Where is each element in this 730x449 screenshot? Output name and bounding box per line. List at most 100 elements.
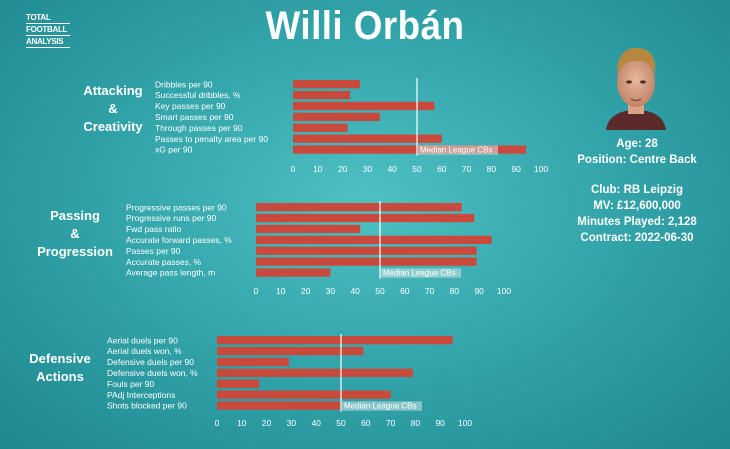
x-tick-label: 30 xyxy=(287,418,297,428)
x-tick-label: 90 xyxy=(511,164,521,174)
x-tick-label: 20 xyxy=(262,418,272,428)
metric-label: Defensive duels per 90 xyxy=(107,357,194,367)
bar xyxy=(217,357,289,367)
chart-3: Defensive Actions Aerial duels per 90Aeria… xyxy=(29,334,472,428)
metric-label: xG per 90 xyxy=(155,145,193,155)
bar xyxy=(256,246,477,255)
player-club: Club: RB Leipzig xyxy=(591,184,683,196)
metric-label: Progressive runs per 90 xyxy=(126,213,217,223)
metric-label: Passes per 90 xyxy=(126,246,181,256)
x-tick-label: 100 xyxy=(534,164,548,174)
player-club-info: Club: RB Leipzig MV: £12,600,000 Minutes… xyxy=(572,182,702,246)
median-label: Median League CBs xyxy=(383,269,456,278)
x-tick-label: 10 xyxy=(313,164,323,174)
x-tick-label: 60 xyxy=(361,418,371,428)
bar xyxy=(217,368,413,377)
bar xyxy=(256,224,361,234)
x-tick-label: 70 xyxy=(386,418,396,428)
player-position: Position: Centre Back xyxy=(577,154,697,166)
x-tick-label: 10 xyxy=(237,418,247,428)
bar xyxy=(256,203,462,212)
section-label: Actions xyxy=(36,369,84,384)
x-tick-label: 20 xyxy=(338,164,348,174)
x-tick-label: 30 xyxy=(326,286,336,296)
section-label: Attacking xyxy=(83,83,142,98)
bar xyxy=(217,346,364,356)
metric-label: Smart passes per 90 xyxy=(155,112,234,122)
x-tick-label: 40 xyxy=(311,418,321,428)
x-tick-label: 70 xyxy=(462,164,472,174)
x-tick-label: 40 xyxy=(350,286,360,296)
logo: TOTAL FOOTBALL ANALYSIS xyxy=(26,12,70,48)
metric-label: Average pass length, m xyxy=(126,268,215,278)
x-tick-label: 50 xyxy=(412,164,422,174)
section-label: & xyxy=(108,101,117,116)
section-label: Creativity xyxy=(83,119,143,134)
section-label: & xyxy=(70,226,79,241)
x-tick-label: 50 xyxy=(375,286,385,296)
x-tick-label: 100 xyxy=(458,418,472,428)
metric-label: Passes to penalty area per 90 xyxy=(155,134,268,144)
x-tick-label: 40 xyxy=(387,164,397,174)
bar xyxy=(293,112,380,121)
bar xyxy=(217,401,341,410)
metric-label: Dribbles per 90 xyxy=(155,79,213,89)
metric-label: Accurate passes, % xyxy=(126,257,202,267)
x-tick-label: 70 xyxy=(425,286,435,296)
x-tick-label: 0 xyxy=(291,164,296,174)
metric-label: Defensive duels won, % xyxy=(107,368,198,378)
metric-label: Progressive passes per 90 xyxy=(126,202,227,212)
x-tick-label: 30 xyxy=(363,164,373,174)
median-label: Median League CBs xyxy=(420,146,493,155)
bar xyxy=(256,235,492,244)
metric-label: PAdj Interceptions xyxy=(107,390,175,400)
bar xyxy=(217,379,260,388)
bar xyxy=(293,101,435,111)
x-tick-label: 0 xyxy=(254,286,259,296)
metric-label: Successful dribbles, % xyxy=(155,90,241,100)
logo-line: FOOTBALL xyxy=(26,24,70,36)
metric-label: Accurate forward passes, % xyxy=(126,235,232,245)
logo-line: ANALYSIS xyxy=(26,36,70,48)
median-label-bg xyxy=(342,401,422,411)
x-tick-label: 100 xyxy=(497,286,511,296)
bar xyxy=(217,336,453,345)
metric-label: Aerial duels per 90 xyxy=(107,335,178,345)
page-title: Willi Orbán xyxy=(265,4,465,48)
bar xyxy=(293,123,348,132)
x-tick-label: 80 xyxy=(450,286,460,296)
x-tick-label: 50 xyxy=(336,418,346,428)
x-tick-label: 90 xyxy=(435,418,445,428)
bar xyxy=(293,134,442,143)
player-minutes: Minutes Played: 2,128 xyxy=(577,216,697,228)
x-tick-label: 60 xyxy=(437,164,447,174)
median-label-bg xyxy=(418,145,498,155)
metric-label: Through passes per 90 xyxy=(155,123,243,133)
x-tick-label: 90 xyxy=(474,286,484,296)
bar xyxy=(256,257,477,266)
logo-line: TOTAL xyxy=(26,12,70,24)
x-tick-label: 10 xyxy=(276,286,286,296)
median-label-bg xyxy=(381,268,461,278)
median-label: Median League CBs xyxy=(344,402,417,411)
metric-label: Shots blocked per 90 xyxy=(107,401,187,411)
metric-label: Fouls per 90 xyxy=(107,379,155,389)
x-tick-label: 0 xyxy=(215,418,220,428)
bar xyxy=(256,268,331,277)
section-label: Defensive xyxy=(29,351,90,366)
metric-label: Fwd pass ratio xyxy=(126,224,182,234)
section-label: Progression xyxy=(37,244,113,259)
chart-1: Attacking & Creativity Dribbles per 90Succe… xyxy=(83,78,548,174)
bar xyxy=(293,145,527,154)
player-market-value: MV: £12,600,000 xyxy=(593,200,681,212)
bar xyxy=(256,213,475,223)
bar xyxy=(293,80,360,89)
metric-label: Key passes per 90 xyxy=(155,101,226,111)
x-tick-label: 60 xyxy=(400,286,410,296)
chart-2: Passing & Progression Progressive passes pe… xyxy=(37,201,511,296)
bar xyxy=(217,390,391,399)
x-tick-label: 80 xyxy=(487,164,497,174)
bar xyxy=(293,90,351,100)
x-tick-label: 80 xyxy=(411,418,421,428)
